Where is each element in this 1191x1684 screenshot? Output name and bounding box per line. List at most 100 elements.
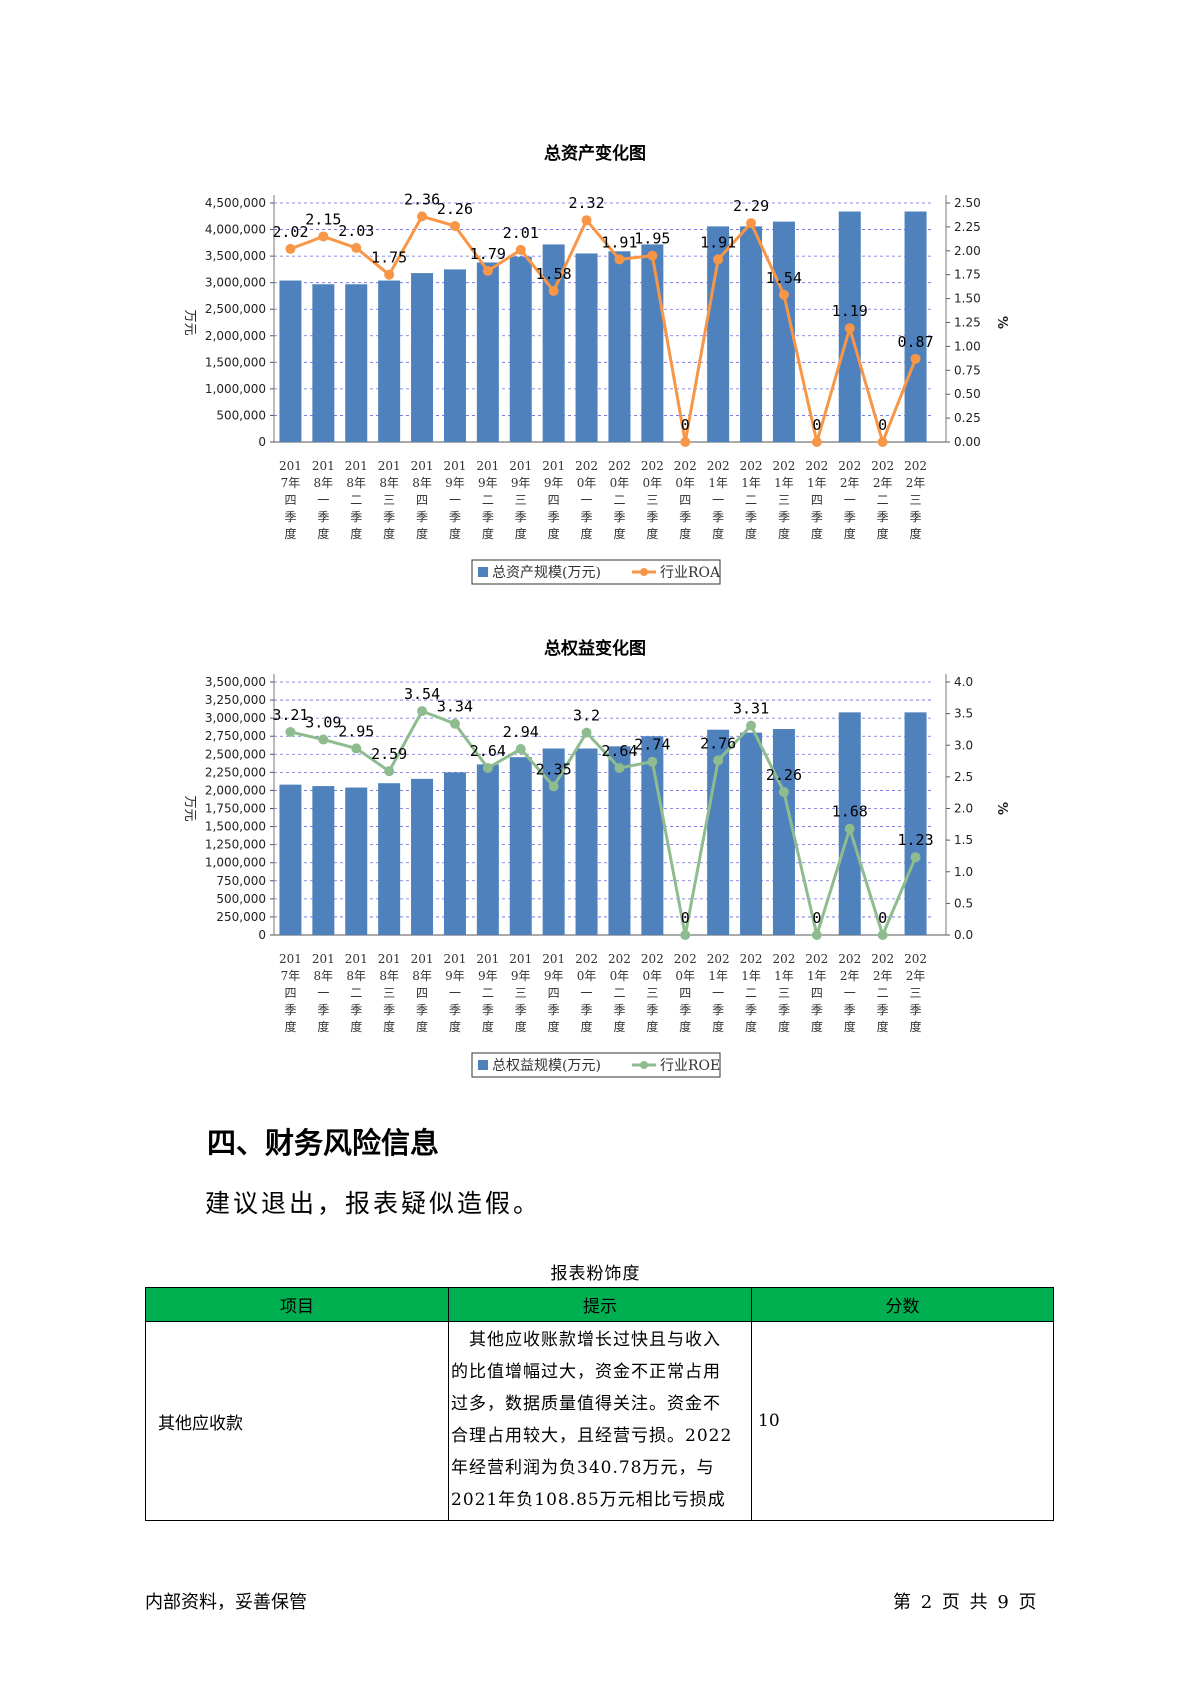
y2-tick-label: 3.0: [954, 738, 973, 752]
x-tick-label: 202 0年一季度: [575, 459, 598, 541]
data-label: 1.91: [700, 233, 736, 251]
y2-tick-label: 0.50: [954, 387, 981, 401]
y2-tick-label: 2.0: [954, 802, 973, 816]
x-tick-label: 201 8年四季度: [411, 952, 434, 1034]
bar: [509, 757, 532, 935]
line-point: [548, 285, 559, 296]
line-point: [680, 437, 691, 447]
x-tick-label: 202 1年二季度: [740, 952, 763, 1034]
x-tick-label: 202 1年一季度: [707, 952, 730, 1034]
hint-line: 2021年负108.85万元相比亏损成: [451, 1490, 726, 1510]
y-tick-label: 1,000,000: [205, 856, 266, 870]
line-point: [417, 211, 428, 222]
line-point: [910, 353, 921, 364]
x-tick-label: 201 9年三季度: [509, 459, 532, 541]
bar: [509, 256, 532, 442]
y-tick-label: 3,000,000: [205, 711, 266, 725]
x-tick-label: 201 9年一季度: [443, 459, 466, 541]
data-label: 2.01: [503, 224, 539, 242]
legend-box: [471, 1052, 721, 1078]
y-tick-label: 4,500,000: [205, 196, 266, 210]
line-point: [844, 323, 855, 334]
x-tick-label: 201 9年三季度: [509, 952, 532, 1034]
y2-tick-label: 4.0: [954, 675, 973, 689]
footer-page-number: 第 2 页 共 9 页: [893, 1592, 1037, 1613]
line-point: [581, 215, 592, 226]
x-tick-label: 202 0年二季度: [608, 459, 631, 541]
y2-tick-label: 1.0: [954, 865, 973, 879]
y2-tick-label: 1.25: [954, 316, 981, 330]
y2-tick-label: 1.00: [954, 339, 981, 353]
data-label: 2.95: [338, 722, 374, 740]
window-dressing-table: 项目 提示 分数 其他应收款 其他应收账款增长过快且与收入 的比值增幅过大，资金…: [145, 1287, 1054, 1521]
table-caption: 报表粉饰度: [550, 1264, 641, 1284]
bar: [707, 226, 730, 442]
bar: [443, 772, 466, 935]
y-tick-label: 2,000,000: [205, 783, 266, 797]
x-tick-label: 201 9年一季度: [443, 952, 466, 1034]
x-tick-label: 202 0年四季度: [674, 459, 697, 541]
y-tick-label: 1,500,000: [205, 820, 266, 834]
section-heading: 四、财务风险信息: [207, 1126, 440, 1160]
x-tick-label: 201 7年四季度: [279, 952, 302, 1034]
bar: [411, 778, 434, 935]
x-tick-label: 202 1年三季度: [772, 459, 795, 541]
y-tick-label: 0: [258, 928, 266, 942]
data-label: 1.91: [601, 233, 637, 251]
y2-tick-label: 2.5: [954, 770, 973, 784]
total-equity-chart: 总权益变化图 0 250,000 500,000 750,000 1,000,000 1,2…: [182, 638, 1009, 1078]
bar: [542, 244, 565, 442]
y-tick-label: 4,000,000: [205, 223, 266, 237]
y2-tick-label: 3.5: [954, 707, 973, 721]
bar: [345, 787, 368, 935]
line-point: [746, 218, 757, 229]
data-label: 0: [878, 909, 887, 927]
data-label: 2.03: [338, 222, 374, 240]
bar: [904, 211, 927, 442]
data-label: 2.35: [536, 760, 572, 778]
y2-axis-label: %: [994, 802, 1009, 815]
y-tick-label: 2,000,000: [205, 329, 266, 343]
data-label: 1.23: [897, 831, 933, 849]
line-point: [811, 930, 822, 940]
y-tick-label: 1,750,000: [205, 802, 266, 816]
x-tick-label: 201 8年二季度: [345, 952, 368, 1034]
line-point: [482, 265, 493, 276]
series-line: [289, 214, 917, 447]
bar: [279, 280, 302, 442]
line-point: [515, 244, 526, 255]
data-label: 0: [878, 416, 887, 434]
data-label: 1.54: [766, 269, 802, 287]
hint-line: 合理占用较大，且经营亏损。2022: [451, 1426, 733, 1446]
total-assets-chart: 总资产变化图 0 500,000 1,000,000 1,500,000 2,000,00…: [182, 143, 1009, 585]
y2-tick-label: 0.75: [954, 363, 981, 377]
data-label: 1.58: [536, 265, 572, 283]
x-tick-label: 202 2年一季度: [838, 952, 861, 1034]
data-label: 0: [681, 416, 690, 434]
line-point: [778, 787, 789, 798]
y2-tick-label: 1.75: [954, 268, 981, 282]
legend-box: [471, 559, 721, 585]
chart-title: 总权益变化图: [544, 638, 646, 659]
hint-line: 过多，数据质量值得关注。资金不: [451, 1394, 721, 1414]
y-tick-label: 3,250,000: [205, 693, 266, 707]
line-point: [877, 930, 888, 940]
legend-bar-label: 总资产规模(万元): [492, 565, 601, 581]
bar: [411, 273, 434, 442]
row-hint: 其他应收账款增长过快且与收入 的比值增幅过大，资金不正常占用 过多，数据质量值得…: [448, 1321, 752, 1521]
bar: [476, 262, 499, 442]
data-label: 1.95: [634, 230, 670, 248]
y-tick-label: 750,000: [216, 874, 266, 888]
y-tick-label: 250,000: [216, 910, 266, 924]
x-tick-label: 202 0年三季度: [641, 459, 664, 541]
x-tick-label: 202 1年三季度: [772, 952, 795, 1034]
bar: [641, 244, 664, 442]
line-point: [318, 231, 329, 242]
bar: [345, 284, 368, 442]
line-point: [384, 766, 395, 777]
data-label: 2.36: [404, 190, 440, 208]
bar: [904, 712, 927, 935]
y2-tick-label: 2.25: [954, 220, 981, 234]
data-label: 3.21: [272, 706, 308, 724]
legend-bar-swatch: [478, 567, 488, 577]
